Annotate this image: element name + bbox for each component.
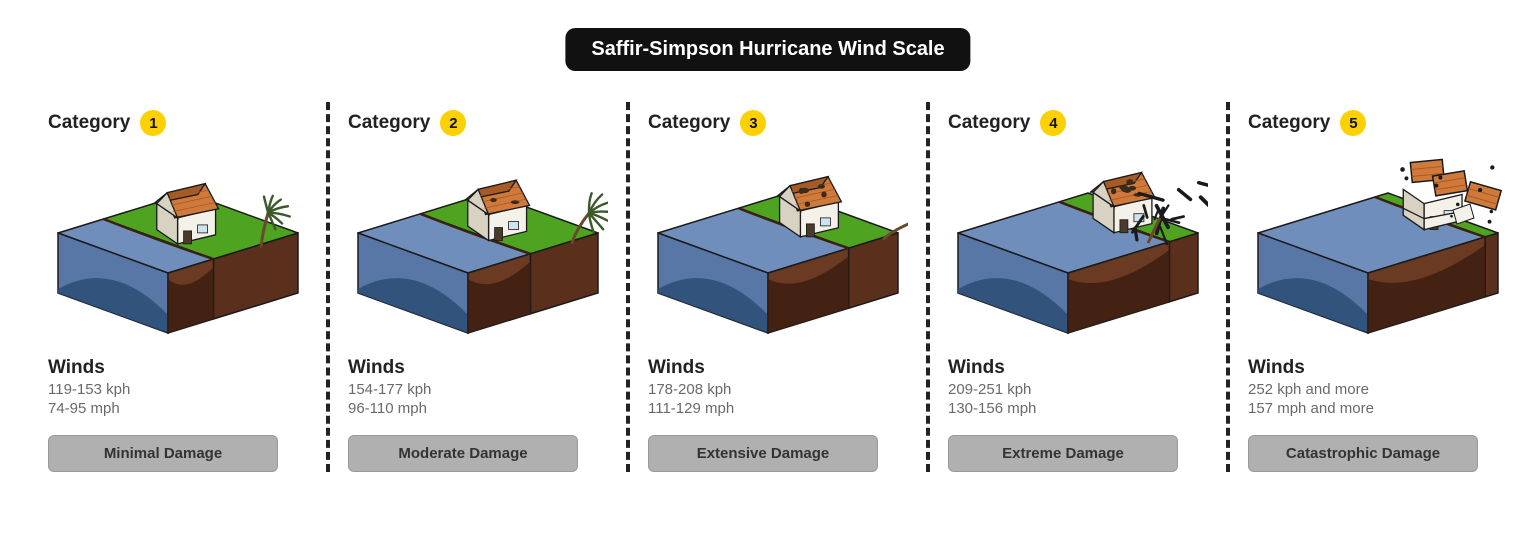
winds-kph: 178-208 kph [648,381,908,400]
category-badge: 4 [1040,110,1066,136]
panels-row: Category 1 Winds 119-153 kph 74-95 mph M… [30,110,1506,472]
category-label: Category [1248,112,1330,134]
illustration-cat-4 [948,148,1208,338]
illustration-cat-3 [648,148,908,338]
damage-label: Extreme Damage [948,435,1178,472]
damage-label: Catastrophic Damage [1248,435,1478,472]
panel-cat-4: Category 4 Winds 209-251 kph 130-156 mph… [930,110,1226,472]
winds-mph: 74-95 mph [48,400,308,419]
winds-heading: Winds [648,357,908,379]
winds-mph: 157 mph and more [1248,400,1508,419]
damage-label: Extensive Damage [648,435,878,472]
category-badge: 1 [140,110,166,136]
winds-heading: Winds [348,357,608,379]
category-row: Category 4 [948,110,1208,136]
illustration-cat-1 [48,148,308,338]
panel-cat-1: Category 1 Winds 119-153 kph 74-95 mph M… [30,110,326,472]
category-row: Category 3 [648,110,908,136]
category-row: Category 2 [348,110,608,136]
damage-label: Minimal Damage [48,435,278,472]
panel-cat-3: Category 3 Winds 178-208 kph 111-129 mph… [630,110,926,472]
category-label: Category [948,112,1030,134]
winds-kph: 119-153 kph [48,381,308,400]
winds-kph: 154-177 kph [348,381,608,400]
panel-cat-2: Category 2 Winds 154-177 kph 96-110 mph … [330,110,626,472]
category-badge: 3 [740,110,766,136]
winds-mph: 96-110 mph [348,400,608,419]
damage-label: Moderate Damage [348,435,578,472]
winds-heading: Winds [48,357,308,379]
category-label: Category [348,112,430,134]
panel-cat-5: Category 5 Winds 252 kph and more 157 mp… [1230,110,1526,472]
winds-mph: 111-129 mph [648,400,908,419]
category-label: Category [48,112,130,134]
winds-heading: Winds [1248,357,1508,379]
winds-heading: Winds [948,357,1208,379]
winds-mph: 130-156 mph [948,400,1208,419]
category-row: Category 1 [48,110,308,136]
category-badge: 2 [440,110,466,136]
illustration-cat-5 [1248,148,1508,338]
illustration-cat-2 [348,148,608,338]
winds-kph: 252 kph and more [1248,381,1508,400]
page-title: Saffir-Simpson Hurricane Wind Scale [565,28,970,71]
category-row: Category 5 [1248,110,1508,136]
category-label: Category [648,112,730,134]
winds-kph: 209-251 kph [948,381,1208,400]
category-badge: 5 [1340,110,1366,136]
